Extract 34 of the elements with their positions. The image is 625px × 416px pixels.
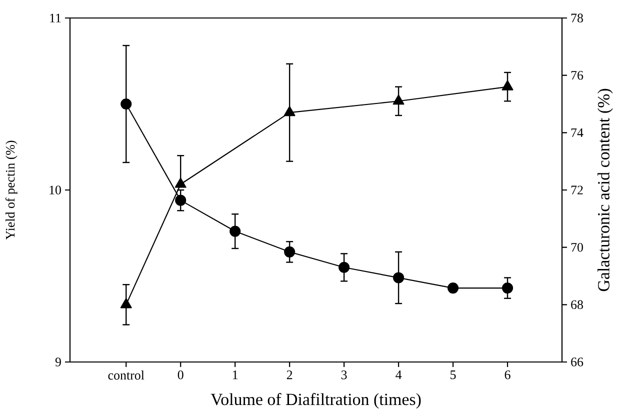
point (502, 282, 514, 294)
x-tick-label: 2 (286, 370, 292, 380)
x-tick-label: 3 (341, 370, 347, 380)
y-tick-label: 9 (55, 358, 61, 366)
y2-tick-label: 68 (571, 300, 583, 310)
point (120, 98, 132, 110)
x-axis-title: Volume of Diafiltration (times) (210, 393, 421, 409)
x-tick-label: 6 (504, 370, 510, 380)
point (284, 246, 296, 258)
y2-tick-label: 76 (571, 70, 584, 80)
point (392, 94, 404, 105)
y-tick-label: 10 (50, 186, 61, 194)
y-tick-label: 11 (50, 14, 61, 22)
point (393, 272, 404, 284)
point (174, 178, 186, 188)
x-tick-label: 0 (178, 370, 184, 380)
x-tick-label: 4 (396, 370, 402, 380)
y2-tick-label: 78 (571, 14, 583, 22)
y-axis-title: Yield of pectin (%) (5, 140, 18, 240)
point (175, 194, 186, 206)
x-tick-label: control (108, 370, 144, 380)
y2-tick-label: 72 (571, 186, 583, 194)
point (284, 106, 296, 116)
point (230, 226, 241, 237)
point (120, 298, 132, 308)
point (502, 80, 514, 90)
y2-tick-label: 74 (571, 128, 584, 137)
y2-axis-title: Galacturonic acid content (%) (598, 88, 613, 292)
x-tick-label: 1 (232, 370, 238, 380)
x-tick-label: 5 (450, 370, 456, 380)
y2-tick-label: 70 (571, 242, 583, 252)
point (448, 282, 459, 294)
y2-tick-label: 66 (571, 358, 584, 366)
point (338, 262, 350, 273)
